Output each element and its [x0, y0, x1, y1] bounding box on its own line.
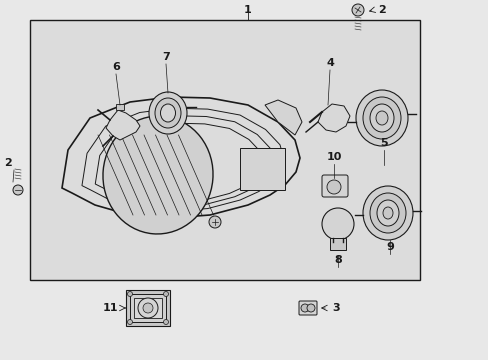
- Text: 3: 3: [331, 303, 339, 313]
- Circle shape: [306, 304, 314, 312]
- Ellipse shape: [369, 104, 393, 132]
- Circle shape: [127, 320, 132, 324]
- Polygon shape: [106, 110, 140, 140]
- Ellipse shape: [155, 98, 181, 128]
- Circle shape: [138, 298, 158, 318]
- Text: 2: 2: [377, 5, 385, 15]
- Text: 9: 9: [385, 242, 393, 252]
- Polygon shape: [317, 104, 349, 132]
- FancyBboxPatch shape: [298, 301, 316, 315]
- FancyBboxPatch shape: [30, 20, 419, 280]
- Polygon shape: [62, 97, 299, 218]
- Text: 5: 5: [379, 138, 387, 148]
- Circle shape: [301, 304, 308, 312]
- Circle shape: [208, 216, 221, 228]
- Text: 7: 7: [162, 52, 169, 62]
- FancyBboxPatch shape: [126, 290, 170, 326]
- Ellipse shape: [355, 90, 407, 146]
- Circle shape: [163, 320, 168, 324]
- Ellipse shape: [362, 186, 412, 240]
- Polygon shape: [264, 100, 302, 135]
- Ellipse shape: [376, 200, 398, 226]
- Text: 10: 10: [325, 152, 341, 162]
- Ellipse shape: [369, 193, 405, 233]
- Text: 11: 11: [102, 303, 118, 313]
- Circle shape: [326, 180, 340, 194]
- Ellipse shape: [375, 111, 387, 125]
- Text: 1: 1: [244, 5, 251, 15]
- Ellipse shape: [160, 104, 175, 122]
- Circle shape: [163, 292, 168, 297]
- FancyBboxPatch shape: [329, 238, 346, 250]
- Ellipse shape: [103, 116, 213, 234]
- Circle shape: [13, 185, 23, 195]
- FancyBboxPatch shape: [240, 148, 285, 190]
- Ellipse shape: [362, 97, 400, 139]
- Text: 4: 4: [325, 58, 333, 68]
- Circle shape: [127, 292, 132, 297]
- Text: 6: 6: [112, 62, 120, 72]
- Circle shape: [351, 4, 363, 16]
- Text: 2: 2: [4, 158, 12, 168]
- Ellipse shape: [382, 207, 392, 219]
- Ellipse shape: [149, 92, 186, 134]
- Circle shape: [321, 208, 353, 240]
- Circle shape: [142, 303, 153, 313]
- FancyBboxPatch shape: [130, 294, 165, 322]
- FancyBboxPatch shape: [134, 298, 162, 318]
- FancyBboxPatch shape: [321, 175, 347, 197]
- Text: 8: 8: [333, 255, 341, 265]
- Polygon shape: [116, 104, 124, 110]
